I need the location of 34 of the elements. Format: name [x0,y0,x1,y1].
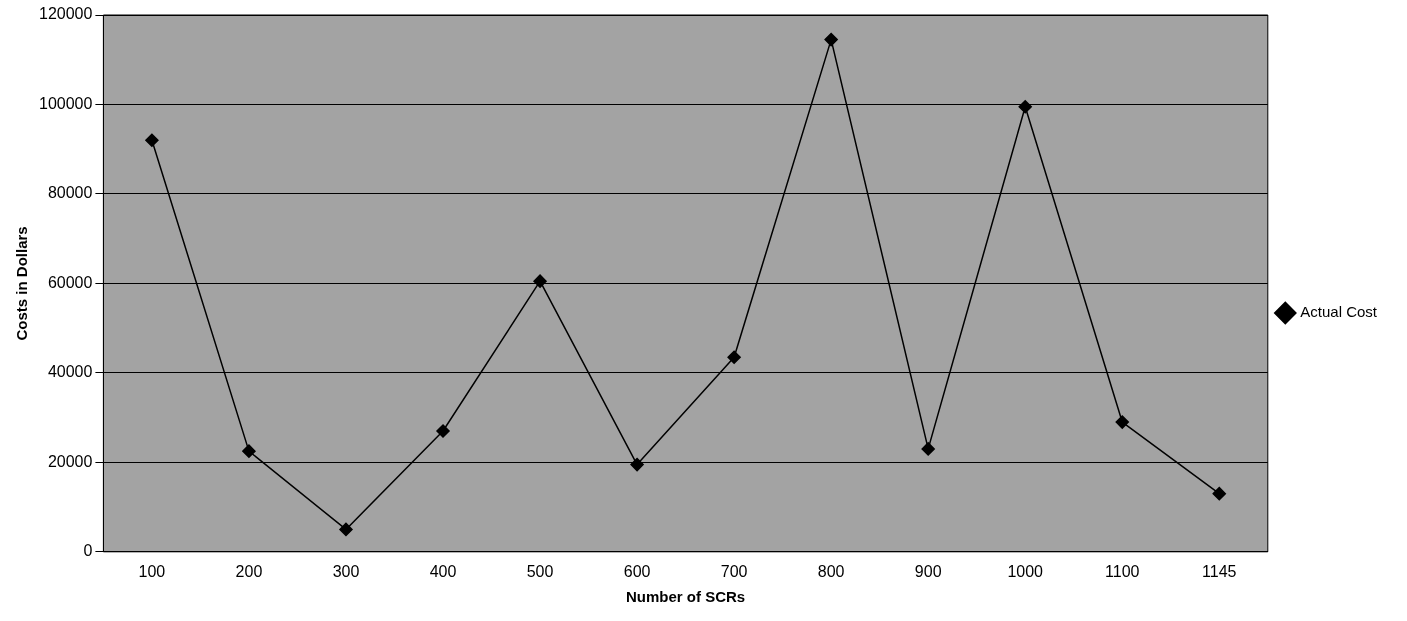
y-tick-label: 20000 [47,452,93,470]
x-axis-title: Number of SCRs [626,588,746,606]
point [339,522,353,537]
y-tick-label: 80000 [47,184,93,202]
y-tick-label: 60000 [47,273,93,291]
y-axis-title: Costs in Dollars [13,226,31,341]
point [1018,99,1032,114]
x-tick-label: 100 [138,562,166,580]
x-tick-label: 1000 [1007,562,1044,580]
x-tick-label: 1100 [1105,562,1140,580]
x-tick-label: 700 [720,562,748,580]
x-tick-label: 900 [914,562,942,580]
point [921,442,935,456]
x-tick-label: 1145 [1202,562,1237,580]
point [533,274,547,288]
y-tick-label: 120000 [39,5,93,23]
x-tick-label: 600 [623,562,651,580]
point [1212,486,1227,501]
point [436,424,450,438]
x-tick-label: 300 [332,562,360,580]
point [824,32,838,47]
legend-label: Actual Cost [1300,303,1378,321]
y-tick-label: 0 [83,542,93,560]
point [242,444,256,458]
x-tick-label: 500 [526,562,554,580]
point [727,350,741,364]
x-tick-label: 800 [817,562,845,580]
point [1115,415,1129,429]
y-tick-label: 40000 [47,363,93,381]
x-tick-label: 200 [235,562,263,580]
y-tick-label: 100000 [39,94,93,112]
x-tick-label: 400 [429,562,457,580]
point [630,457,644,472]
point [145,133,159,147]
